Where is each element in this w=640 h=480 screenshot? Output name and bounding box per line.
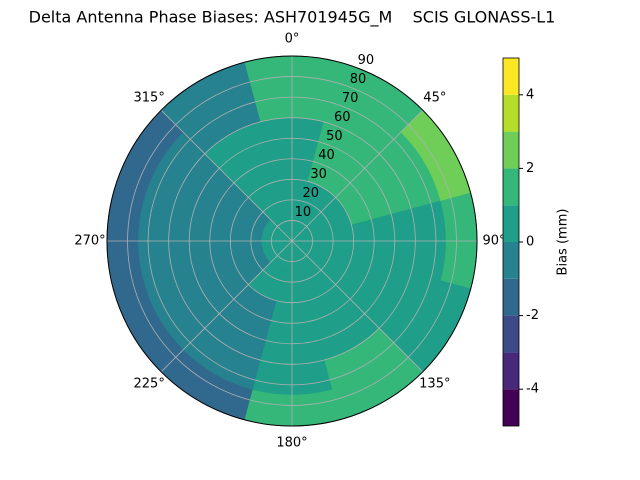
chart-title: Delta Antenna Phase Biases: ASH701945G_M… xyxy=(29,8,556,28)
angle-tick-label: 0° xyxy=(285,32,300,47)
angle-tick-label: 315° xyxy=(134,91,165,106)
r-tick-label: 80 xyxy=(350,72,367,87)
colorbar-tick-label: 2 xyxy=(526,161,534,176)
colorbar-band xyxy=(503,168,519,206)
colorbar-band xyxy=(503,389,519,426)
angle-tick-label: 135° xyxy=(419,376,450,391)
grid-spoke xyxy=(160,109,293,242)
angle-tick-label: 180° xyxy=(276,436,307,451)
angle-tick-label: 270° xyxy=(74,234,105,249)
angle-tick-label: 225° xyxy=(134,376,165,391)
colorbar-band xyxy=(503,278,519,316)
angle-tick-label: 90° xyxy=(482,234,505,249)
polar-frame xyxy=(106,55,478,427)
colorbar-band xyxy=(503,205,519,242)
colorbar-tick-label: 0 xyxy=(526,235,534,250)
grid-spoke xyxy=(291,240,424,373)
colorbar-band xyxy=(503,352,519,390)
r-tick-label: 40 xyxy=(318,148,335,163)
colorbar-band xyxy=(503,242,519,279)
colorbar-band xyxy=(503,131,519,169)
colorbar-band xyxy=(503,58,519,95)
r-tick-label: 70 xyxy=(342,91,359,106)
r-tick-label: 20 xyxy=(303,186,320,201)
r-tick-label: 10 xyxy=(295,205,312,220)
colorbar-tick-label: -4 xyxy=(526,382,539,397)
r-tick-label: 30 xyxy=(310,167,327,182)
colorbar-band xyxy=(503,94,519,132)
colorbar-tick-label: 4 xyxy=(526,87,534,102)
grid-spoke xyxy=(291,109,424,242)
colorbar-label: Bias (mm) xyxy=(556,209,571,276)
colorbar-band xyxy=(503,315,519,353)
r-tick-label: 50 xyxy=(326,129,343,144)
r-tick-label: 60 xyxy=(334,110,351,125)
r-tick-label: 90 xyxy=(358,53,375,68)
angle-tick-label: 45° xyxy=(423,91,446,106)
grid-spoke xyxy=(160,240,293,373)
colorbar-tick-label: -2 xyxy=(526,308,539,323)
